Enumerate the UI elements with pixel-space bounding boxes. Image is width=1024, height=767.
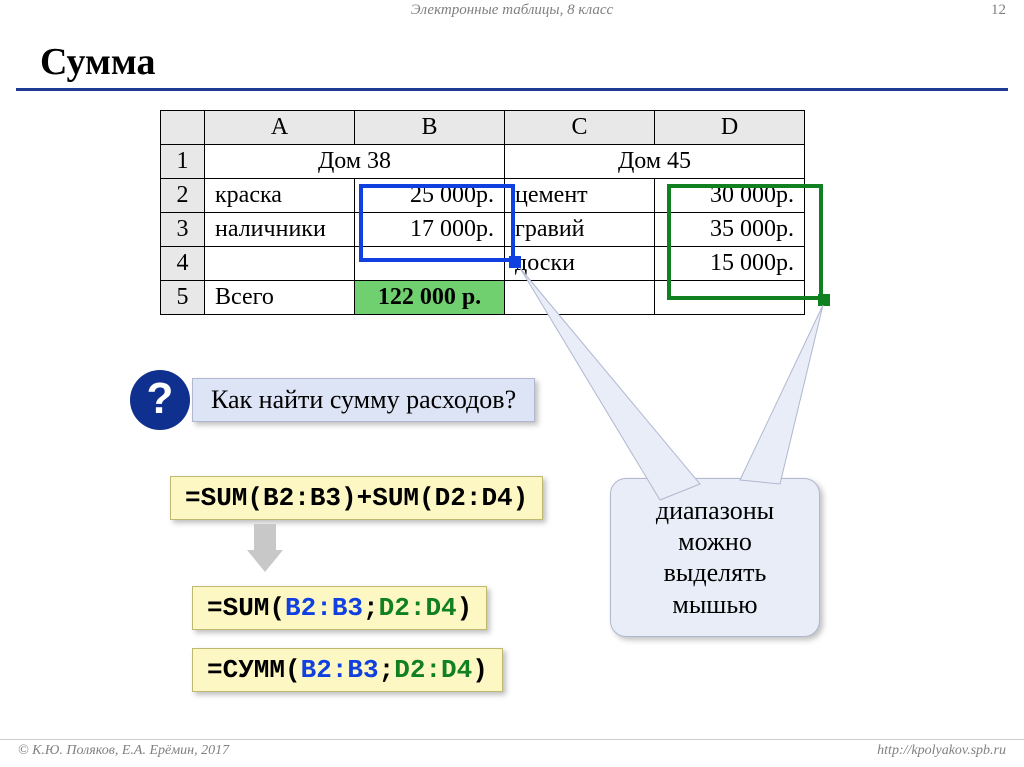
formula-2: =SUM(B2:B3;D2:D4) <box>192 586 487 630</box>
callout-line-2: можно <box>633 526 797 557</box>
question-mark-icon: ? <box>130 370 190 430</box>
footer-url: http://kpolyakov.spb.ru <box>877 743 1006 759</box>
formula-1-text: =SUM(B2:B3)+SUM(D2:D4) <box>185 483 528 513</box>
formula-3: =СУММ(B2:B3;D2:D4) <box>192 648 503 692</box>
cell-a1b1: Дом 38 <box>205 145 505 179</box>
cell-c2: цемент <box>505 179 655 213</box>
spreadsheet-table: A B C D 1 Дом 38 Дом 45 2 краска 25 000р… <box>160 110 805 315</box>
cell-c4: доски <box>505 247 655 281</box>
col-header-b: B <box>355 111 505 145</box>
arrow-head-icon <box>247 550 283 572</box>
range-handle-green <box>818 294 830 306</box>
cell-b5-total: 122 000 р. <box>355 281 505 315</box>
cell-b4 <box>355 247 505 281</box>
formula-3-post: ) <box>472 655 488 685</box>
cell-c1d1: Дом 45 <box>505 145 805 179</box>
callout-bubble: диапазоны можно выделять мышью <box>610 478 820 637</box>
callout-line-1: диапазоны <box>633 495 797 526</box>
row-header-3: 3 <box>161 213 205 247</box>
formula-1: =SUM(B2:B3)+SUM(D2:D4) <box>170 476 543 520</box>
page-number: 12 <box>991 2 1006 19</box>
cell-d2: 30 000р. <box>655 179 805 213</box>
formula-3-sep: ; <box>379 655 395 685</box>
callout-line-4: мышью <box>633 589 797 620</box>
col-header-d: D <box>655 111 805 145</box>
formula-2-range-a: B2:B3 <box>285 593 363 623</box>
cell-a5: Всего <box>205 281 355 315</box>
arrow-stem <box>254 524 276 550</box>
cell-a3: наличники <box>205 213 355 247</box>
cell-d5 <box>655 281 805 315</box>
header-subtitle: Электронные таблицы, 8 класс <box>411 2 613 18</box>
cell-b3: 17 000р. <box>355 213 505 247</box>
formula-2-pre: =SUM( <box>207 593 285 623</box>
formula-2-post: ) <box>457 593 473 623</box>
formula-3-pre: =СУММ( <box>207 655 301 685</box>
cell-d4: 15 000р. <box>655 247 805 281</box>
col-header-c: C <box>505 111 655 145</box>
formula-2-range-b: D2:D4 <box>379 593 457 623</box>
row-header-4: 4 <box>161 247 205 281</box>
slide-footer: © К.Ю. Поляков, Е.А. Ерёмин, 2017 http:/… <box>0 739 1024 761</box>
question-box: Как найти сумму расходов? <box>192 378 535 422</box>
slide-header: Электронные таблицы, 8 класс <box>0 0 1024 24</box>
col-header-a: A <box>205 111 355 145</box>
callout-line-3: выделять <box>633 557 797 588</box>
page-title: Сумма <box>40 40 156 84</box>
row-header-1: 1 <box>161 145 205 179</box>
cell-d3: 35 000р. <box>655 213 805 247</box>
cell-c3: гравий <box>505 213 655 247</box>
title-rule <box>16 88 1008 91</box>
corner-cell <box>161 111 205 145</box>
row-header-5: 5 <box>161 281 205 315</box>
formula-2-sep: ; <box>363 593 379 623</box>
formula-3-range-b: D2:D4 <box>394 655 472 685</box>
cell-b2: 25 000р. <box>355 179 505 213</box>
cell-c5 <box>505 281 655 315</box>
cell-a4 <box>205 247 355 281</box>
formula-3-range-a: B2:B3 <box>301 655 379 685</box>
range-handle-blue <box>509 256 521 268</box>
footer-copyright: © К.Ю. Поляков, Е.А. Ерёмин, 2017 <box>18 743 229 759</box>
cell-a2: краска <box>205 179 355 213</box>
row-header-2: 2 <box>161 179 205 213</box>
